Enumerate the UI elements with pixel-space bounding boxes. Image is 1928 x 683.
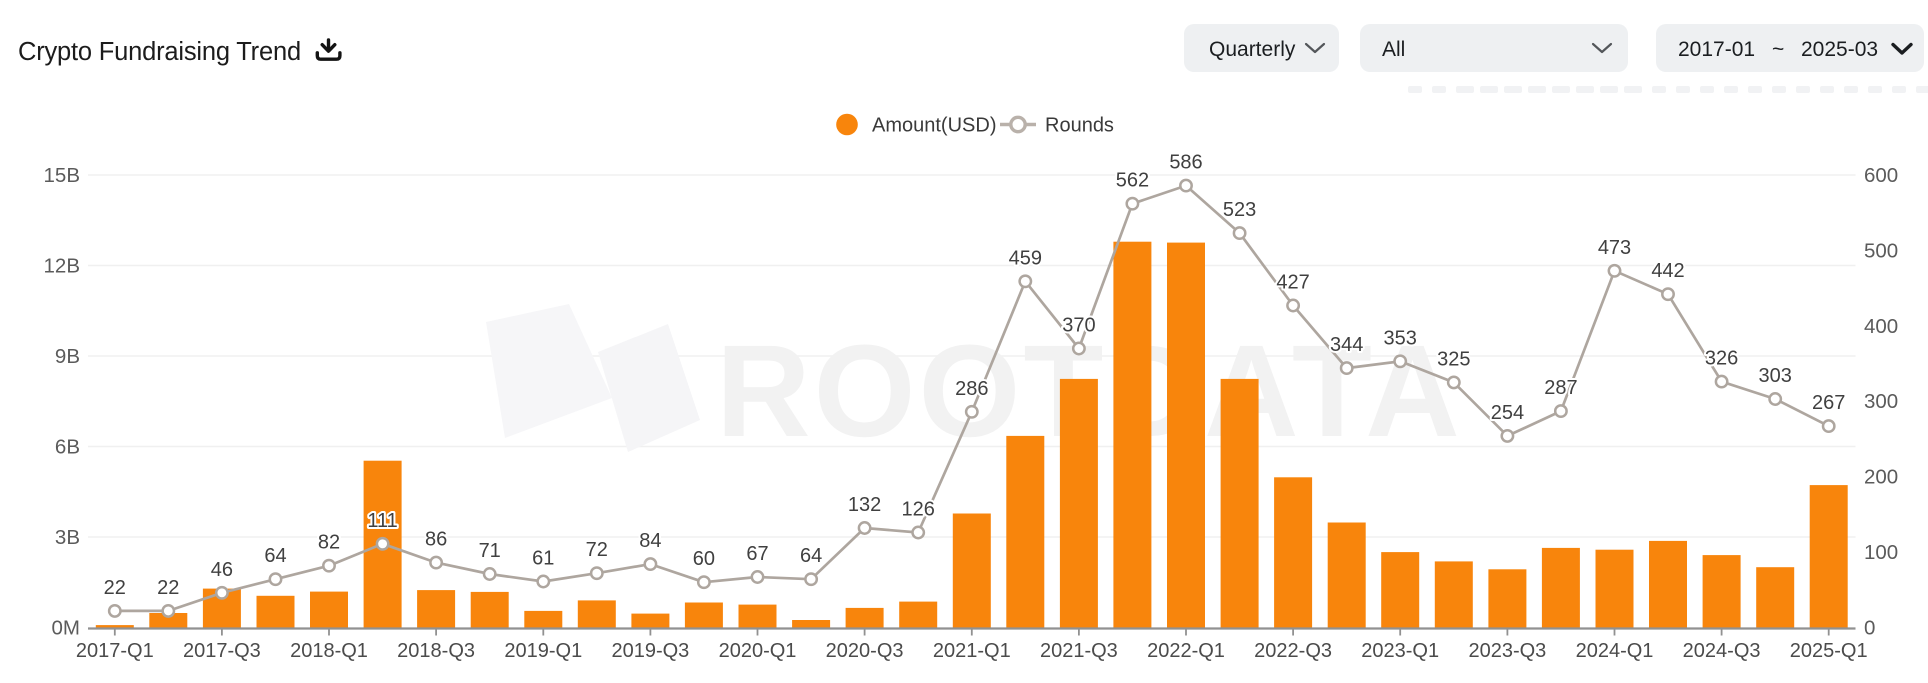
svg-text:459: 459	[1009, 247, 1042, 269]
svg-text:132: 132	[848, 494, 881, 516]
svg-text:82: 82	[318, 532, 340, 554]
svg-text:326: 326	[1705, 348, 1738, 370]
svg-text:12B: 12B	[44, 255, 80, 278]
svg-text:2018-Q3: 2018-Q3	[397, 640, 475, 662]
svg-text:Rounds: Rounds	[1045, 115, 1114, 137]
svg-text:2025-Q1: 2025-Q1	[1790, 640, 1868, 662]
svg-text:523: 523	[1223, 199, 1256, 221]
svg-text:All: All	[1382, 38, 1405, 61]
svg-text:267: 267	[1812, 392, 1845, 414]
svg-text:473: 473	[1598, 237, 1631, 259]
svg-text:72: 72	[586, 539, 608, 561]
svg-text:286: 286	[955, 378, 988, 400]
svg-text:46: 46	[211, 559, 233, 581]
svg-text:254: 254	[1491, 402, 1524, 424]
svg-text:6B: 6B	[55, 436, 80, 459]
svg-text:2017-Q3: 2017-Q3	[183, 640, 261, 662]
svg-text:2017-01: 2017-01	[1678, 38, 1755, 61]
svg-text:287: 287	[1544, 377, 1577, 399]
svg-text:586: 586	[1169, 152, 1202, 174]
svg-text:86: 86	[425, 529, 447, 551]
svg-text:325: 325	[1437, 348, 1470, 370]
svg-text:427: 427	[1276, 272, 1309, 294]
svg-text:2024-Q1: 2024-Q1	[1576, 640, 1654, 662]
svg-text:84: 84	[639, 530, 661, 552]
svg-text:300: 300	[1864, 390, 1898, 413]
svg-text:~: ~	[1772, 38, 1784, 61]
svg-text:2021-Q1: 2021-Q1	[933, 640, 1011, 662]
svg-text:353: 353	[1384, 327, 1417, 349]
svg-text:22: 22	[157, 577, 179, 599]
svg-text:370: 370	[1062, 315, 1095, 337]
svg-text:344: 344	[1330, 334, 1363, 356]
svg-text:2022-Q1: 2022-Q1	[1147, 640, 1225, 662]
svg-text:64: 64	[800, 545, 822, 567]
svg-text:2017-Q1: 2017-Q1	[76, 640, 154, 662]
svg-text:0: 0	[1864, 617, 1875, 640]
svg-text:2025-03: 2025-03	[1801, 38, 1878, 61]
svg-text:60: 60	[693, 548, 715, 570]
svg-text:100: 100	[1864, 541, 1898, 564]
svg-text:15B: 15B	[44, 164, 80, 187]
svg-text:600: 600	[1864, 164, 1898, 187]
svg-text:3B: 3B	[55, 526, 80, 549]
svg-text:111: 111	[367, 510, 397, 532]
svg-text:400: 400	[1864, 315, 1898, 338]
svg-text:562: 562	[1116, 170, 1149, 192]
svg-text:0M: 0M	[52, 617, 80, 640]
svg-text:2022-Q3: 2022-Q3	[1254, 640, 1332, 662]
svg-text:2020-Q1: 2020-Q1	[719, 640, 797, 662]
svg-text:61: 61	[532, 548, 554, 570]
svg-text:Quarterly: Quarterly	[1209, 38, 1296, 61]
svg-text:500: 500	[1864, 239, 1898, 262]
svg-text:2024-Q3: 2024-Q3	[1683, 640, 1761, 662]
svg-text:303: 303	[1759, 365, 1792, 387]
svg-text:2021-Q3: 2021-Q3	[1040, 640, 1118, 662]
svg-text:64: 64	[264, 545, 286, 567]
svg-text:2023-Q1: 2023-Q1	[1361, 640, 1439, 662]
svg-text:67: 67	[746, 543, 768, 565]
svg-text:200: 200	[1864, 466, 1898, 489]
svg-text:22: 22	[104, 577, 126, 599]
svg-text:2023-Q3: 2023-Q3	[1468, 640, 1546, 662]
svg-text:2020-Q3: 2020-Q3	[826, 640, 904, 662]
svg-text:71: 71	[479, 540, 501, 562]
svg-text:Crypto Fundraising Trend: Crypto Fundraising Trend	[18, 38, 301, 66]
svg-text:2018-Q1: 2018-Q1	[290, 640, 368, 662]
svg-text:Amount(USD): Amount(USD)	[872, 115, 996, 137]
svg-text:2019-Q1: 2019-Q1	[504, 640, 582, 662]
svg-text:9B: 9B	[55, 345, 80, 368]
svg-text:442: 442	[1651, 260, 1684, 282]
svg-text:126: 126	[902, 499, 935, 521]
svg-text:2019-Q3: 2019-Q3	[611, 640, 689, 662]
